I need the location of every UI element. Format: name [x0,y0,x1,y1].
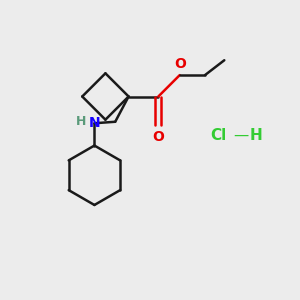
Text: H: H [249,128,262,142]
Text: Cl: Cl [210,128,226,142]
Text: H: H [76,115,86,128]
Text: —: — [233,128,248,142]
Text: O: O [152,130,164,144]
Text: N: N [88,116,100,130]
Text: O: O [174,57,186,70]
